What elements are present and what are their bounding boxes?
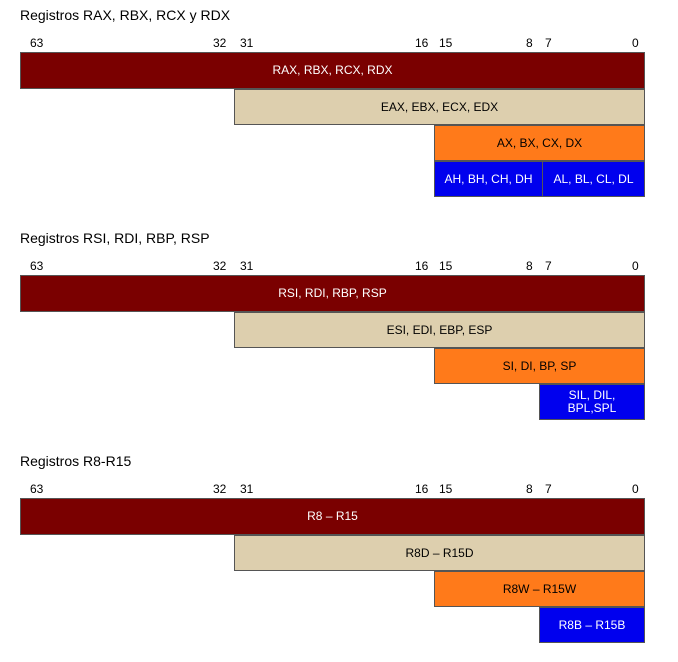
bit-label-15: 15 <box>439 259 453 273</box>
section-rax-rbx-rcx-rdx: Registros RAX, RBX, RCX y RDX 63 32 31 1… <box>0 0 678 215</box>
bit-label-7: 7 <box>545 259 552 273</box>
bit-label-63: 63 <box>30 36 44 50</box>
bit-label-8: 8 <box>526 36 533 50</box>
register-64bit-label: R8 – R15 <box>307 509 358 523</box>
bit-label-31: 31 <box>240 482 254 496</box>
section-rsi-rdi-rbp-rsp: Registros RSI, RDI, RBP, RSP 63 32 31 16… <box>0 223 678 438</box>
register-16bit-label: AX, BX, CX, DX <box>496 135 583 150</box>
register-16bit: SI, DI, BP, SP <box>434 348 645 384</box>
bit-label-0: 0 <box>632 36 639 50</box>
bit-label-31: 31 <box>240 259 254 273</box>
bit-label-8: 8 <box>526 259 533 273</box>
register-8bit-high: AH, BH, CH, DH <box>434 161 543 197</box>
bit-label-8: 8 <box>526 482 533 496</box>
register-16bit-label: SI, DI, BP, SP <box>502 358 577 373</box>
register-64bit: R8 – R15 <box>20 498 645 535</box>
bit-label-15: 15 <box>439 482 453 496</box>
register-8bit-label-line2: BPL,SPL <box>567 401 617 415</box>
register-16bit: R8W – R15W <box>434 571 645 607</box>
register-8bit-low: SIL, DIL, BPL,SPL <box>539 384 645 420</box>
register-8bit-high-label: AH, BH, CH, DH <box>444 171 533 186</box>
register-32bit: R8D – R15D <box>234 535 645 571</box>
register-8bit-low-label: R8B – R15B <box>558 617 626 632</box>
section-r8-r15: Registros R8-R15 63 32 31 16 15 8 7 0 R8… <box>0 446 678 661</box>
register-32bit-label: EAX, EBX, ECX, EDX <box>380 99 499 114</box>
bit-label-16: 16 <box>415 482 429 496</box>
section-title: Registros RAX, RBX, RCX y RDX <box>20 7 231 23</box>
register-64bit: RAX, RBX, RCX, RDX <box>20 52 645 89</box>
register-64bit-label: RAX, RBX, RCX, RDX <box>272 63 393 77</box>
register-16bit: AX, BX, CX, DX <box>434 125 645 161</box>
register-8bit-low: R8B – R15B <box>539 607 645 643</box>
section-title: Registros R8-R15 <box>20 453 132 469</box>
register-32bit-label: ESI, EDI, EBP, ESP <box>386 322 493 337</box>
bit-label-7: 7 <box>545 482 552 496</box>
bit-label-15: 15 <box>439 36 453 50</box>
section-title: Registros RSI, RDI, RBP, RSP <box>20 230 210 246</box>
register-32bit: ESI, EDI, EBP, ESP <box>234 312 645 348</box>
register-32bit-label: R8D – R15D <box>405 545 474 560</box>
register-8bit-low-label: SIL, DIL, BPL,SPL <box>568 389 617 415</box>
register-8bit-low: AL, BL, CL, DL <box>542 161 645 197</box>
register-64bit-label: RSI, RDI, RBP, RSP <box>278 286 387 300</box>
register-32bit: EAX, EBX, ECX, EDX <box>234 89 645 125</box>
bit-label-0: 0 <box>632 482 639 496</box>
bit-label-32: 32 <box>213 36 227 50</box>
bit-label-16: 16 <box>415 36 429 50</box>
register-8bit-low-label: AL, BL, CL, DL <box>553 171 634 186</box>
bit-label-7: 7 <box>545 36 552 50</box>
bit-label-32: 32 <box>213 482 227 496</box>
bit-label-31: 31 <box>240 36 254 50</box>
bit-label-63: 63 <box>30 259 44 273</box>
bit-label-0: 0 <box>632 259 639 273</box>
register-8bit-label-line1: SIL, DIL, <box>568 388 616 402</box>
register-64bit: RSI, RDI, RBP, RSP <box>20 275 645 312</box>
bit-label-32: 32 <box>213 259 227 273</box>
bit-label-63: 63 <box>30 482 44 496</box>
bit-label-16: 16 <box>415 259 429 273</box>
register-16bit-label: R8W – R15W <box>502 581 577 596</box>
